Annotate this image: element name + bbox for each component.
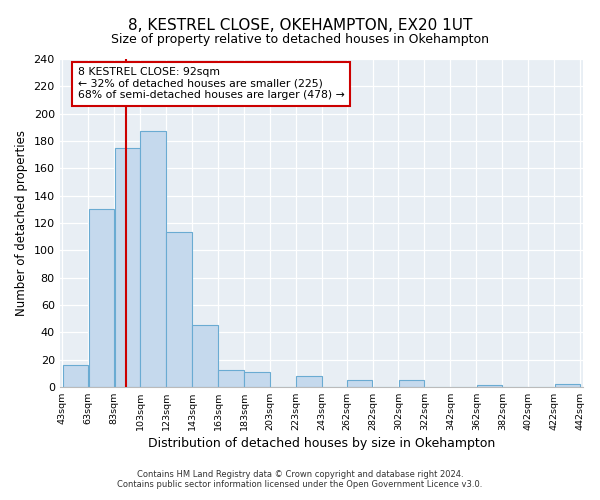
Bar [140, 132, 166, 387]
Bar [166, 232, 192, 387]
Text: 8, KESTREL CLOSE, OKEHAMPTON, EX20 1UT: 8, KESTREL CLOSE, OKEHAMPTON, EX20 1UT [128, 18, 472, 32]
Bar [193, 326, 218, 387]
Bar [399, 380, 424, 387]
Bar [347, 380, 372, 387]
Text: Size of property relative to detached houses in Okehampton: Size of property relative to detached ho… [111, 32, 489, 46]
Text: Contains HM Land Registry data © Crown copyright and database right 2024.
Contai: Contains HM Land Registry data © Crown c… [118, 470, 482, 489]
Bar [62, 365, 88, 387]
Bar [89, 210, 114, 387]
Bar [476, 386, 502, 387]
X-axis label: Distribution of detached houses by size in Okehampton: Distribution of detached houses by size … [148, 437, 495, 450]
Bar [296, 376, 322, 387]
Bar [554, 384, 580, 387]
Bar [218, 370, 244, 387]
Y-axis label: Number of detached properties: Number of detached properties [15, 130, 28, 316]
Bar [244, 372, 269, 387]
Bar [115, 148, 140, 387]
Text: 8 KESTREL CLOSE: 92sqm
← 32% of detached houses are smaller (225)
68% of semi-de: 8 KESTREL CLOSE: 92sqm ← 32% of detached… [78, 67, 344, 100]
